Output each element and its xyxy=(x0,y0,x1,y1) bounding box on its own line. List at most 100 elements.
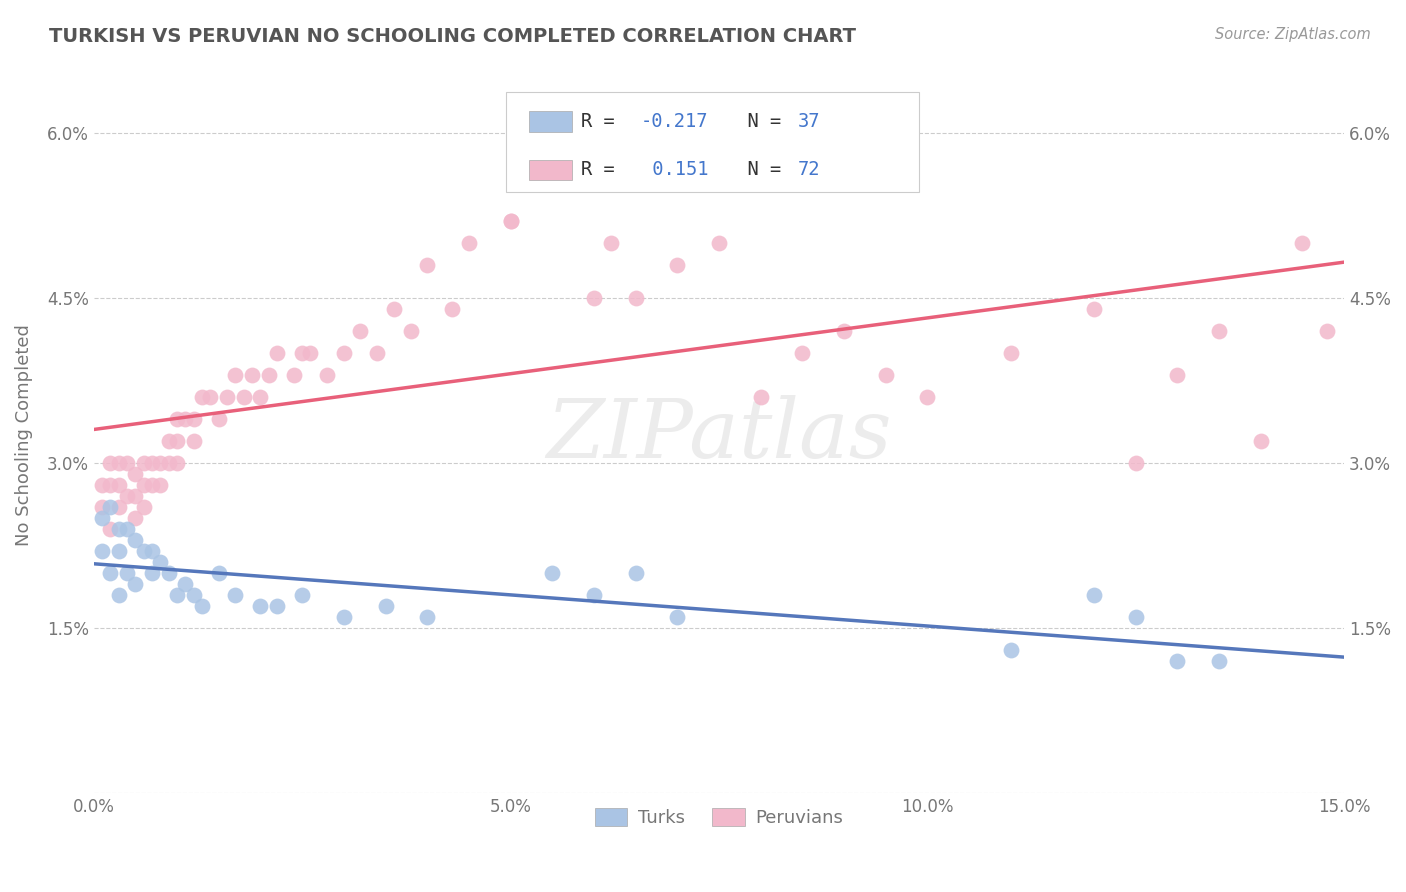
Point xyxy=(100,478,122,492)
Point xyxy=(141,478,163,492)
Point xyxy=(257,368,280,382)
Point xyxy=(115,566,138,580)
Point xyxy=(107,478,129,492)
Point xyxy=(166,456,188,470)
Point xyxy=(266,599,288,613)
Point xyxy=(232,390,254,404)
Point xyxy=(382,301,405,316)
Point xyxy=(149,555,172,569)
Point xyxy=(582,291,605,305)
Point xyxy=(283,368,305,382)
Text: 0.151: 0.151 xyxy=(641,161,709,179)
Y-axis label: No Schooling Completed: No Schooling Completed xyxy=(15,325,32,546)
Point xyxy=(249,390,271,404)
Point xyxy=(624,566,647,580)
Point xyxy=(100,566,122,580)
Point xyxy=(666,258,689,272)
Point xyxy=(166,434,188,448)
Point xyxy=(541,126,564,140)
Point xyxy=(115,522,138,536)
Point xyxy=(166,412,188,426)
Point xyxy=(107,522,129,536)
FancyBboxPatch shape xyxy=(529,112,572,132)
Point xyxy=(174,412,197,426)
Point xyxy=(166,588,188,602)
Text: N =: N = xyxy=(725,112,793,131)
Point xyxy=(91,511,114,525)
FancyBboxPatch shape xyxy=(529,160,572,180)
Point xyxy=(541,566,564,580)
Point xyxy=(1250,434,1272,448)
Point xyxy=(291,346,314,360)
Point xyxy=(1083,588,1105,602)
Point xyxy=(157,434,180,448)
Point xyxy=(191,599,214,613)
Point xyxy=(624,291,647,305)
Point xyxy=(107,456,129,470)
Point xyxy=(917,390,939,404)
Point xyxy=(1000,643,1022,657)
Point xyxy=(457,235,479,250)
Point xyxy=(1125,610,1147,624)
Point xyxy=(174,577,197,591)
Point xyxy=(107,588,129,602)
Point xyxy=(316,368,339,382)
Point xyxy=(291,588,314,602)
Point xyxy=(366,346,388,360)
Point xyxy=(208,566,231,580)
Text: 37: 37 xyxy=(797,112,820,131)
Point xyxy=(157,456,180,470)
Point xyxy=(299,346,322,360)
Point xyxy=(1291,235,1313,250)
Point xyxy=(124,533,146,547)
Point xyxy=(124,577,146,591)
Point xyxy=(249,599,271,613)
Point xyxy=(399,324,422,338)
Point xyxy=(157,566,180,580)
Point xyxy=(132,478,155,492)
Text: -0.217: -0.217 xyxy=(641,112,709,131)
Point xyxy=(582,126,605,140)
Point xyxy=(832,324,855,338)
Point xyxy=(141,456,163,470)
Point xyxy=(1083,301,1105,316)
Point xyxy=(91,544,114,558)
Point xyxy=(749,390,772,404)
Point xyxy=(707,235,730,250)
Point xyxy=(208,412,231,426)
Point xyxy=(141,544,163,558)
Point xyxy=(183,434,205,448)
Point xyxy=(666,610,689,624)
Point xyxy=(132,544,155,558)
Point xyxy=(499,213,522,227)
Point xyxy=(875,368,897,382)
Point xyxy=(107,544,129,558)
Point xyxy=(240,368,263,382)
Point xyxy=(100,522,122,536)
Point xyxy=(91,478,114,492)
Point xyxy=(333,610,356,624)
Point xyxy=(191,390,214,404)
FancyBboxPatch shape xyxy=(506,92,920,192)
Point xyxy=(91,500,114,514)
Point xyxy=(1316,324,1339,338)
Text: TURKISH VS PERUVIAN NO SCHOOLING COMPLETED CORRELATION CHART: TURKISH VS PERUVIAN NO SCHOOLING COMPLET… xyxy=(49,27,856,45)
Point xyxy=(100,500,122,514)
Point xyxy=(349,324,371,338)
Point xyxy=(441,301,464,316)
Text: R =: R = xyxy=(581,112,626,131)
Text: R =: R = xyxy=(581,161,626,179)
Point xyxy=(132,500,155,514)
Point xyxy=(149,456,172,470)
Legend: Turks, Peruvians: Turks, Peruvians xyxy=(588,801,851,834)
Point xyxy=(224,368,246,382)
Point xyxy=(115,456,138,470)
Point xyxy=(792,346,814,360)
Point xyxy=(200,390,222,404)
Point xyxy=(224,588,246,602)
Point xyxy=(1125,456,1147,470)
Point xyxy=(183,412,205,426)
Point xyxy=(124,467,146,481)
Point xyxy=(416,258,439,272)
Point xyxy=(1166,654,1188,668)
